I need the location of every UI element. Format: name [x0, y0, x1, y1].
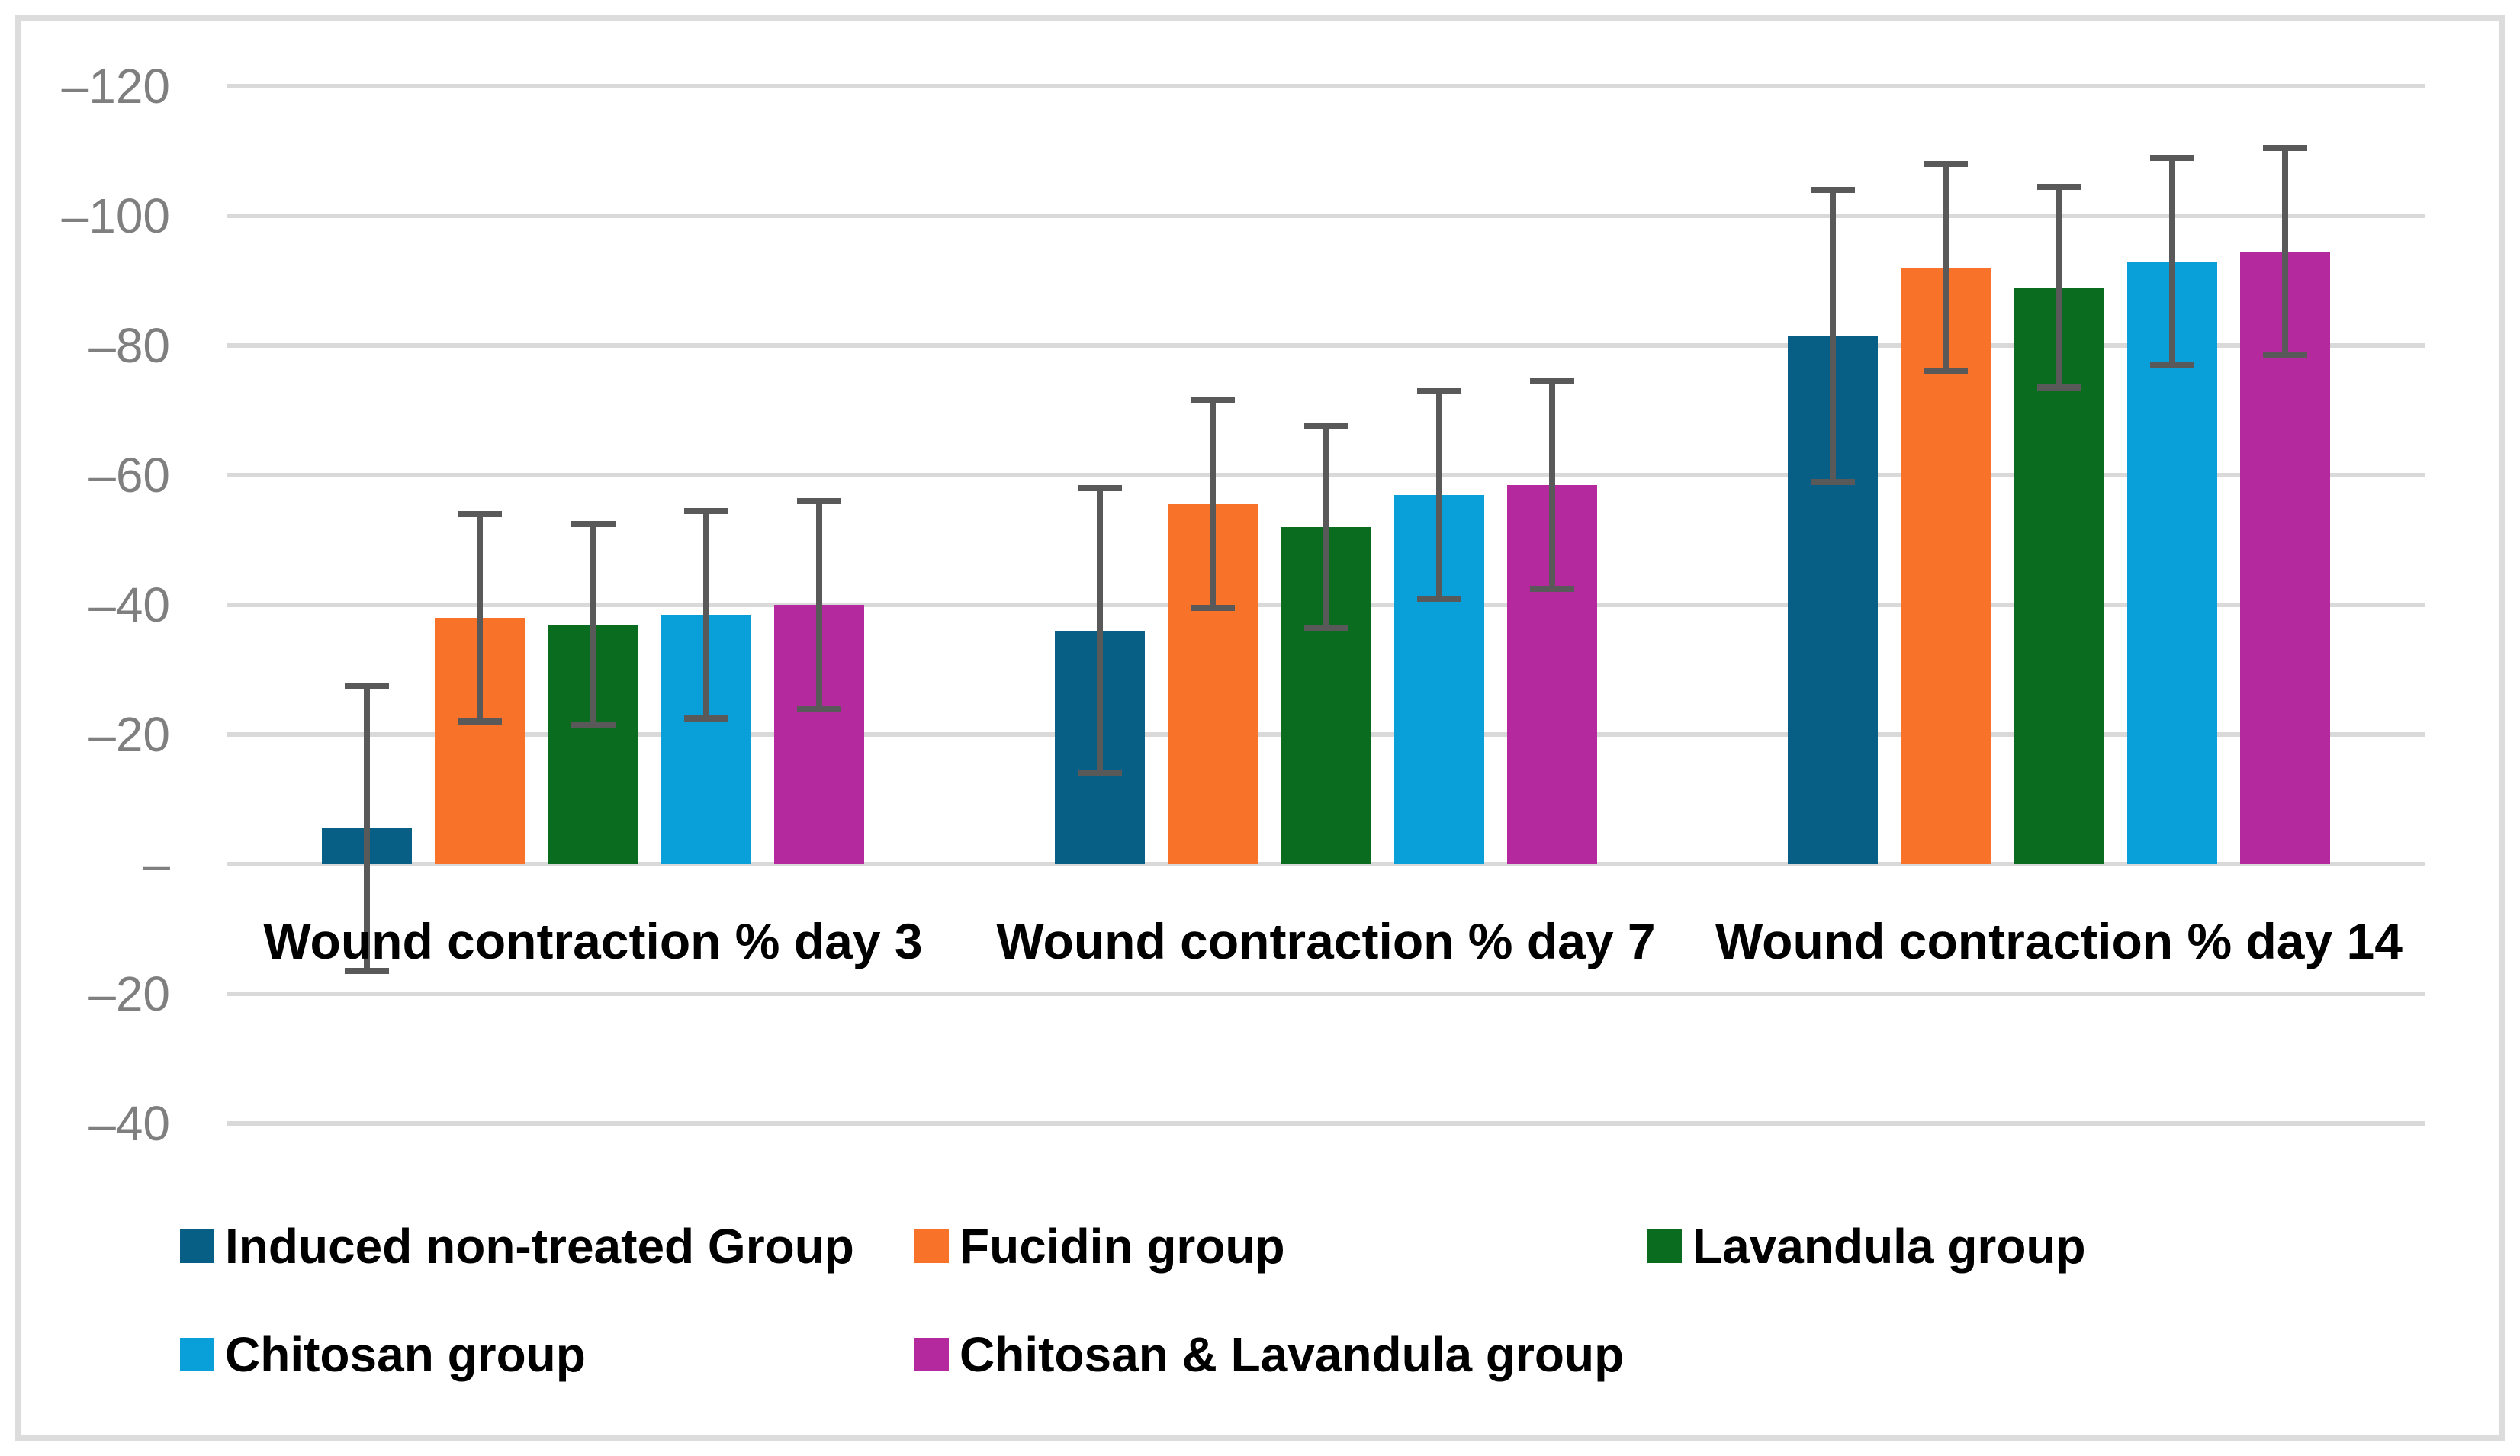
error-bar: [1323, 426, 1329, 628]
legend-label: Chitosan & Lavandula group: [959, 1327, 1625, 1382]
error-bar-cap: [1530, 378, 1575, 384]
legend-marker-icon: [914, 1229, 949, 1263]
error-bar-cap: [2036, 183, 2081, 190]
gridline: [227, 992, 2425, 996]
error-bar: [2168, 157, 2175, 365]
error-bar-cap: [458, 511, 503, 517]
error-bar-cap: [1416, 595, 1461, 602]
legend-label: Lavandula group: [1692, 1219, 2086, 1274]
error-bar-cap: [2263, 352, 2308, 358]
error-bar: [702, 510, 709, 718]
error-bar-cap: [1077, 770, 1122, 776]
gridline: [227, 862, 2425, 866]
error-bar: [590, 523, 596, 725]
error-bar-cap: [1924, 368, 1969, 374]
error-bar: [1096, 488, 1103, 773]
error-bar-cap: [571, 520, 616, 527]
error-bar: [816, 501, 823, 709]
error-bar: [1435, 391, 1442, 599]
error-bar-cap: [1810, 187, 1855, 193]
error-bar-cap: [1530, 585, 1575, 592]
legend-marker-icon: [914, 1338, 949, 1371]
gridline: [227, 214, 2425, 218]
x-axis-category-label: Wound contraction % day 7: [996, 913, 1656, 969]
gridline: [227, 1121, 2425, 1126]
error-bar: [363, 686, 370, 972]
error-bar-cap: [683, 507, 728, 514]
error-bar-cap: [797, 706, 842, 712]
y-axis-tick-label: –60: [88, 448, 170, 503]
error-bar-cap: [1191, 397, 1236, 404]
error-bar-cap: [458, 718, 503, 725]
error-bar-cap: [1077, 485, 1122, 491]
error-bar-cap: [2149, 154, 2194, 161]
x-axis-category-label: Wound contraction % day 14: [1715, 913, 2403, 969]
error-bar: [1549, 381, 1556, 589]
x-axis-category-label: Wound contraction % day 3: [263, 913, 923, 969]
error-bar-cap: [1303, 624, 1348, 631]
error-bar-cap: [2036, 384, 2081, 391]
legend-label: Chitosan group: [225, 1327, 586, 1382]
error-bar-cap: [571, 722, 616, 728]
gridline: [227, 84, 2425, 88]
error-bar: [1943, 164, 1949, 371]
gridline: [227, 343, 2425, 348]
error-bar-cap: [1924, 161, 1969, 167]
legend-marker-icon: [180, 1338, 214, 1371]
y-axis-tick-label: –80: [88, 318, 170, 373]
error-bar-cap: [1416, 387, 1461, 394]
error-bar-cap: [1191, 605, 1236, 612]
error-bar: [2282, 147, 2289, 355]
error-bar-cap: [1303, 423, 1348, 430]
y-axis-tick-label: –120: [61, 59, 170, 114]
error-bar-cap: [344, 968, 389, 975]
error-bar-cap: [1810, 478, 1855, 485]
legend-label: Induced non-treated Group: [225, 1219, 854, 1274]
error-bar-cap: [797, 498, 842, 504]
error-bar: [1829, 190, 1836, 482]
error-bar: [1210, 400, 1217, 609]
error-bar-cap: [2149, 362, 2194, 368]
y-axis-tick-label: –40: [88, 1096, 170, 1151]
legend-marker-icon: [180, 1229, 214, 1263]
legend-label: Fucidin group: [959, 1219, 1285, 1274]
error-bar: [2056, 186, 2062, 388]
y-axis-tick-label: –20: [88, 966, 170, 1021]
error-bar-cap: [683, 715, 728, 722]
y-axis-tick-label: –: [143, 837, 170, 892]
error-bar-cap: [344, 683, 389, 689]
legend-marker-icon: [1647, 1229, 1682, 1263]
y-axis-tick-label: –20: [88, 707, 170, 762]
y-axis-tick-label: –40: [88, 577, 170, 632]
error-bar: [477, 514, 484, 722]
error-bar-cap: [2263, 144, 2308, 151]
y-axis-tick-label: –100: [61, 188, 170, 243]
